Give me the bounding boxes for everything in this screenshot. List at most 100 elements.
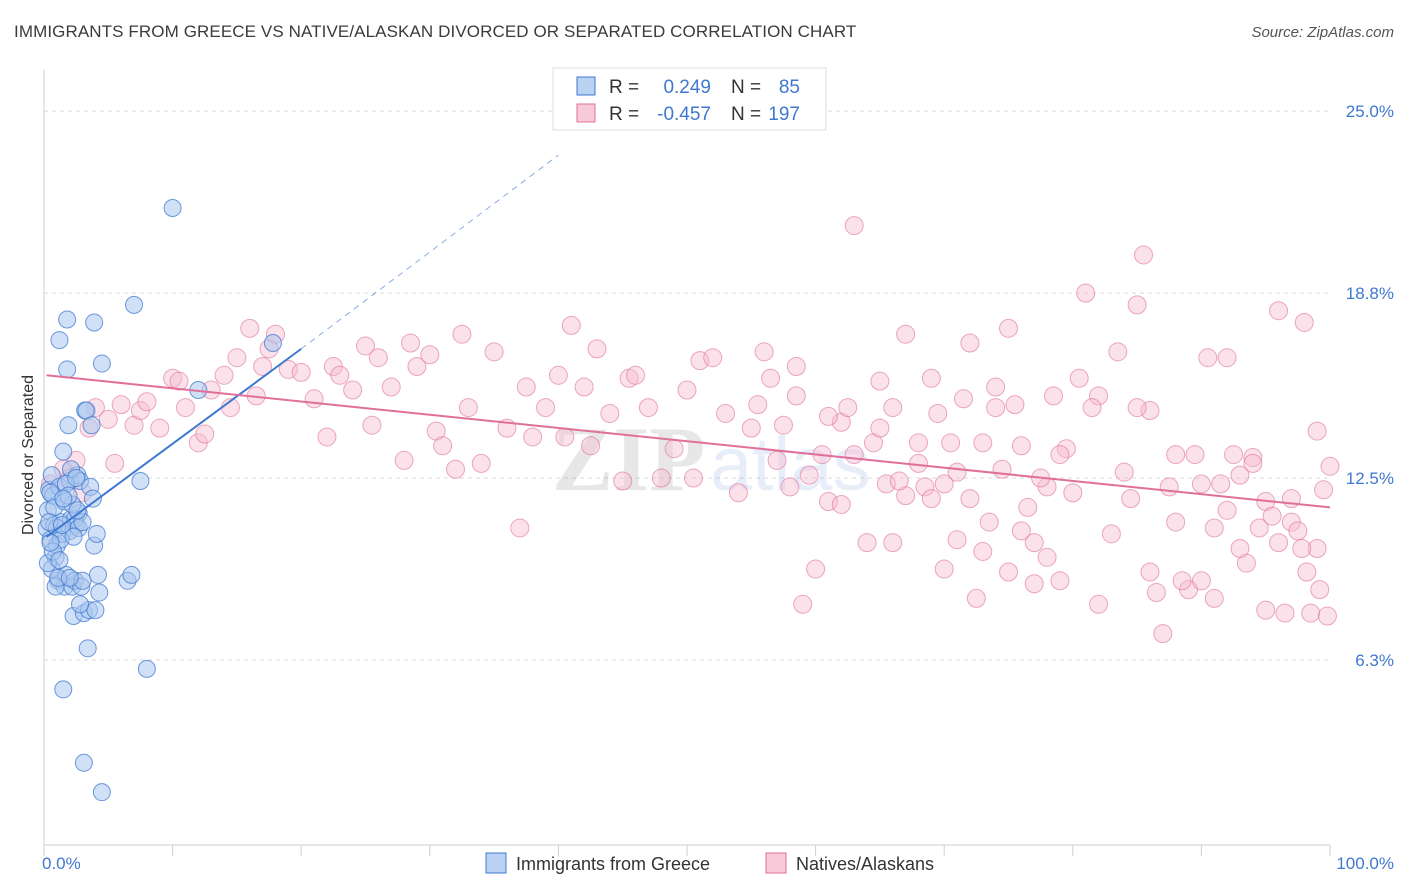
legend-n-value-greece: 85: [779, 77, 800, 98]
greece-point-45: [74, 753, 93, 772]
natives-point-121: [1294, 312, 1314, 332]
greece-point-43: [50, 331, 69, 350]
greece-point-84: [263, 334, 282, 353]
series-legend: Immigrants from Greece Natives/Alaskans: [485, 852, 934, 874]
bottom-legend-label-greece: Immigrants from Greece: [516, 854, 710, 874]
natives-point-47: [458, 398, 478, 418]
y-axis-label: Divorced or Separated: [20, 375, 37, 535]
natives-point-64: [626, 365, 646, 385]
series-natives-points: [40, 216, 1340, 644]
natives-point-142: [1307, 539, 1327, 559]
natives-point-149: [915, 477, 935, 497]
legend-r-value-natives: -0.457: [657, 104, 711, 125]
natives-point-140: [1288, 521, 1308, 541]
greece-point-78: [68, 501, 87, 520]
natives-point-180: [773, 415, 793, 435]
natives-point-86: [870, 371, 890, 391]
natives-point-44: [433, 436, 453, 456]
stats-legend: R = 0.249 N = 85 R = -0.457 N = 197: [552, 67, 827, 131]
natives-point-171: [1243, 453, 1263, 473]
natives-point-58: [574, 377, 594, 397]
natives-point-150: [928, 403, 948, 423]
natives-point-28: [278, 359, 298, 379]
natives-point-131: [1146, 583, 1166, 603]
y-tick-labels: 6.3% 12.5% 18.8% 25.0%: [1346, 102, 1394, 670]
chart-source: Source: ZipAtlas.com: [1251, 24, 1394, 41]
natives-point-115: [1217, 348, 1237, 368]
legend-r-label-greece: R =: [609, 77, 639, 98]
natives-point-13: [150, 418, 170, 438]
natives-point-137: [1249, 518, 1269, 538]
natives-point-82: [818, 492, 838, 512]
natives-point-191: [973, 541, 993, 561]
natives-point-20: [214, 365, 234, 385]
natives-point-76: [754, 342, 774, 362]
natives-point-114: [1204, 588, 1224, 608]
greece-point-13: [54, 442, 73, 461]
natives-point-189: [947, 462, 967, 482]
natives-point-123: [1314, 480, 1334, 500]
natives-point-109: [1140, 401, 1160, 421]
natives-point-8: [105, 453, 125, 473]
greece-point-79: [54, 489, 73, 508]
natives-trend-line: [46, 374, 1331, 509]
natives-point-45: [446, 459, 466, 479]
natives-point-84: [844, 445, 864, 465]
natives-point-18: [195, 424, 215, 444]
x-tick-label-start: 0.0%: [42, 854, 81, 873]
natives-point-42: [420, 345, 440, 365]
natives-point-177: [1310, 580, 1330, 600]
natives-point-104: [1076, 283, 1096, 303]
natives-point-41: [407, 356, 427, 376]
natives-point-91: [921, 368, 941, 388]
natives-point-98: [1005, 395, 1025, 415]
natives-point-161: [1121, 489, 1141, 509]
natives-point-143: [1320, 456, 1340, 476]
natives-point-129: [1089, 594, 1109, 614]
natives-point-16: [175, 398, 195, 418]
natives-point-40: [401, 333, 421, 353]
natives-point-128: [1069, 368, 1089, 388]
natives-point-85: [857, 533, 877, 553]
natives-point-105: [1089, 386, 1109, 406]
natives-point-194: [1024, 574, 1044, 594]
natives-point-148: [889, 471, 909, 491]
natives-point-173: [1269, 533, 1289, 553]
natives-point-154: [992, 459, 1012, 479]
y-tick-label-2: 18.8%: [1346, 284, 1394, 303]
natives-point-59: [581, 436, 601, 456]
natives-point-193: [1011, 521, 1031, 541]
natives-point-176: [1297, 562, 1317, 582]
x-tick-label-end: 100.0%: [1336, 854, 1394, 873]
natives-point-33: [330, 365, 350, 385]
natives-point-146: [838, 398, 858, 418]
natives-point-81: [806, 559, 826, 579]
natives-point-65: [638, 398, 658, 418]
natives-point-39: [394, 450, 414, 470]
natives-point-62: [613, 471, 633, 491]
greece-point-82: [64, 527, 83, 546]
natives-point-46: [452, 324, 472, 344]
natives-point-75: [748, 395, 768, 415]
greece-point-70: [60, 568, 79, 587]
natives-point-113: [1191, 474, 1211, 494]
svg-text:atlas: atlas: [710, 422, 871, 507]
natives-point-67: [664, 439, 684, 459]
natives-point-144: [799, 465, 819, 485]
greece-point-49: [125, 295, 144, 314]
natives-point-37: [368, 348, 388, 368]
natives-point-29: [291, 362, 311, 382]
natives-point-51: [510, 518, 530, 538]
natives-point-155: [1018, 497, 1038, 517]
natives-point-31: [317, 427, 337, 447]
x-tick-marks: [43, 845, 1331, 856]
natives-point-141: [1301, 603, 1321, 623]
greece-point-17: [59, 416, 78, 435]
series-greece-points: [37, 198, 282, 802]
greece-trend-extension: [300, 154, 559, 350]
natives-point-79: [786, 386, 806, 406]
natives-point-103: [1063, 483, 1083, 503]
greece-point-40: [89, 565, 108, 584]
natives-point-130: [1134, 245, 1154, 265]
natives-point-119: [1269, 301, 1289, 321]
